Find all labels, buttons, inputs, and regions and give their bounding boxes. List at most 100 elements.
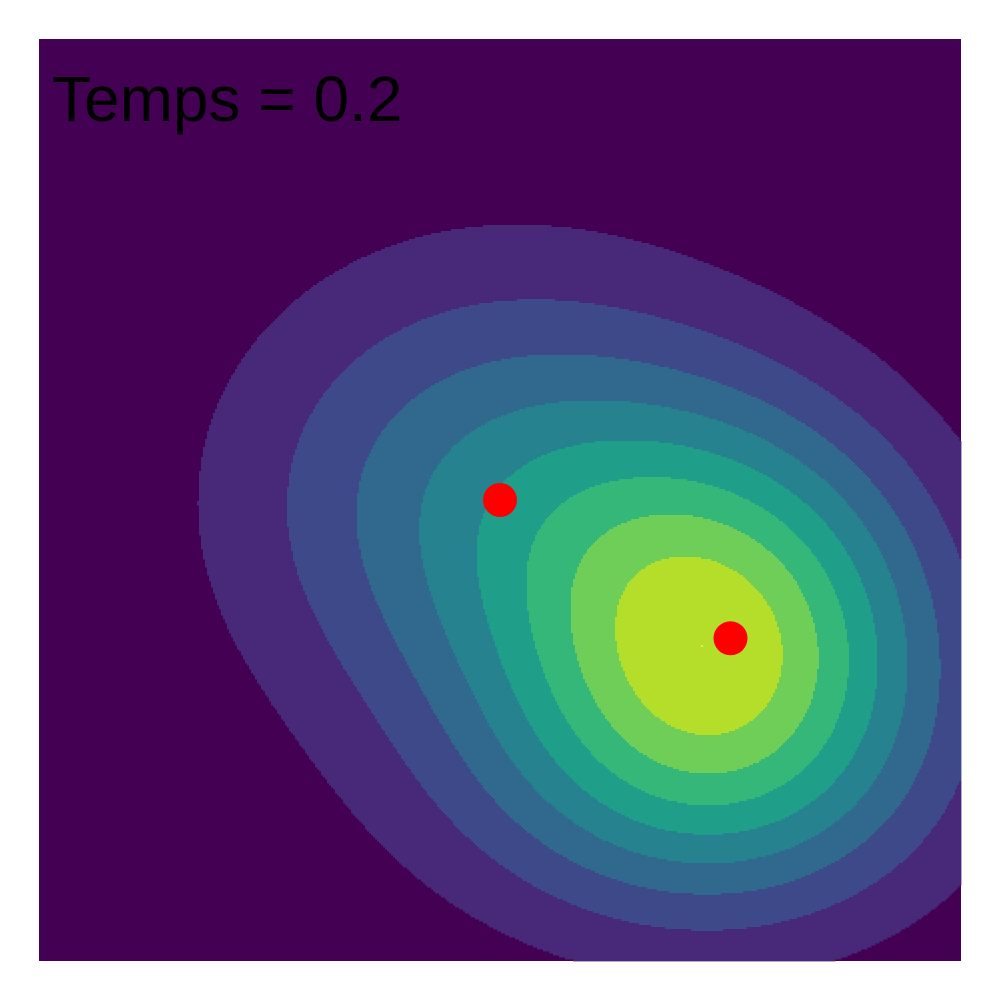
- data-point: [713, 621, 748, 656]
- contour-cell: [823, 747, 858, 750]
- contour-cell: [729, 731, 796, 734]
- contour-cell: [623, 669, 782, 672]
- contour-cell: [907, 461, 962, 464]
- contour-cell: [439, 721, 488, 724]
- contour-cell: [421, 505, 488, 508]
- contour-cell: [895, 583, 928, 586]
- contour-cell: [417, 395, 752, 398]
- contour-cell: [483, 921, 630, 924]
- contour-cell: [527, 581, 574, 584]
- contour-cell: [623, 667, 782, 670]
- contour-cell: [335, 271, 730, 274]
- contour-cell: [843, 497, 886, 500]
- contour-cell: [947, 805, 962, 808]
- contour-cell: [455, 905, 578, 908]
- contour-cell: [765, 547, 810, 550]
- contour-cell: [829, 579, 862, 582]
- contour-cell: [577, 735, 622, 738]
- contour-cell: [567, 719, 608, 722]
- contour-cell: [931, 497, 962, 500]
- contour-cell: [903, 615, 936, 618]
- contour-cell: [357, 507, 422, 510]
- contour-cell: [585, 681, 630, 684]
- contour-cell: [907, 639, 940, 642]
- contour-cell: [293, 457, 368, 460]
- contour-cell: [449, 901, 568, 904]
- contour-cell: [775, 617, 814, 620]
- contour-cell: [217, 405, 316, 408]
- contour-cell: [629, 883, 784, 886]
- contour-cell: [403, 327, 696, 330]
- contour-cell: [905, 705, 938, 708]
- contour-cell: [871, 713, 904, 716]
- contour-cell: [845, 699, 876, 702]
- contour-cell: [859, 891, 954, 894]
- contour-cell: [931, 597, 962, 600]
- contour-cell: [425, 573, 478, 576]
- contour-cell: [793, 577, 830, 580]
- contour-cell: [795, 533, 836, 536]
- contour-cell: [327, 779, 418, 782]
- contour-cell: [345, 369, 466, 372]
- contour-cell: [495, 493, 578, 496]
- contour-cell: [919, 479, 962, 482]
- contour-cell: [833, 443, 892, 446]
- contour-cell: [785, 741, 828, 744]
- contour-cell: [449, 641, 496, 644]
- contour-cell: [421, 319, 670, 322]
- contour-cell: [613, 843, 800, 846]
- contour-cell: [285, 309, 452, 312]
- contour-cell: [537, 649, 576, 652]
- contour-cell: [305, 425, 388, 428]
- contour-cell: [925, 577, 962, 580]
- contour-cell: [749, 721, 802, 724]
- contour-cell: [933, 607, 962, 610]
- contour-cell: [857, 465, 910, 468]
- contour-cell: [533, 541, 596, 544]
- contour-cell: [931, 735, 962, 738]
- contour-cell: [199, 471, 292, 474]
- contour-cell: [851, 851, 914, 854]
- contour-cell: [401, 329, 702, 332]
- contour-cell: [437, 465, 524, 468]
- contour-cell: [845, 693, 876, 696]
- contour-cell: [935, 723, 962, 726]
- contour-cell: [937, 625, 962, 628]
- contour-cell: [705, 377, 808, 380]
- contour-cell: [357, 537, 420, 540]
- contour-cell: [287, 499, 358, 502]
- contour-cell: [355, 815, 448, 818]
- contour-cell: [445, 633, 492, 636]
- contour-cell: [367, 573, 426, 576]
- contour-cell: [827, 573, 860, 576]
- contour-cell: [949, 801, 962, 804]
- contour-cell: [867, 597, 900, 600]
- contour-cell: [809, 505, 850, 508]
- contour-cell: [811, 615, 844, 618]
- contour-cell: [287, 525, 358, 528]
- contour-cell: [737, 769, 804, 772]
- contour-cell: [785, 365, 890, 368]
- contour-cell: [571, 727, 614, 730]
- contour-cell: [797, 535, 836, 538]
- contour-cell: [483, 711, 524, 714]
- contour-cell: [293, 551, 362, 554]
- contour-cell: [941, 665, 962, 668]
- contour-cell: [289, 535, 358, 538]
- contour-cell: [499, 805, 554, 808]
- contour-cell: [377, 719, 440, 722]
- contour-cell: [813, 381, 908, 384]
- contour-cell: [423, 693, 474, 696]
- contour-cell: [801, 877, 882, 880]
- contour-cell: [359, 543, 420, 546]
- contour-cell: [599, 707, 648, 710]
- contour-cell: [357, 511, 422, 514]
- contour-cell: [315, 765, 408, 768]
- contour-cell: [589, 689, 634, 692]
- contour-cell: [937, 823, 962, 826]
- contour-cell: [761, 593, 804, 596]
- contour-cell: [867, 791, 910, 794]
- contour-cell: [477, 569, 528, 572]
- contour-cell: [287, 513, 358, 516]
- contour-cell: [647, 403, 770, 406]
